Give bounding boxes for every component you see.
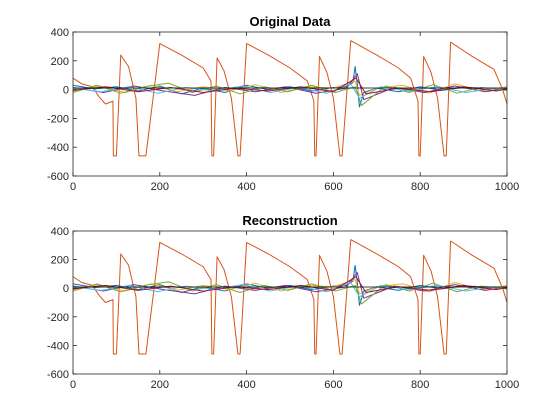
- y-tick-label: 200: [51, 255, 69, 267]
- y-tick-label: 400: [51, 226, 69, 238]
- x-tick-label: 200: [151, 379, 169, 391]
- plot-area: [73, 32, 507, 176]
- x-tick-label: 400: [237, 181, 255, 193]
- x-tick-label: 0: [70, 379, 76, 391]
- series-line-1: [72, 40, 508, 157]
- y-tick-label: -600: [47, 369, 69, 381]
- y-tick-label: -200: [47, 113, 69, 125]
- y-tick-label: -600: [47, 171, 69, 183]
- ticks-layer: 0 200 400 600 800 1000 400 200 0 -200 -400 -600: [47, 226, 519, 391]
- x-tick-label: 600: [324, 379, 342, 391]
- y-tick-label: 0: [63, 283, 69, 295]
- chart-title: Reconstruction: [242, 213, 337, 228]
- x-tick-label: 800: [411, 181, 429, 193]
- axes-box: [72, 31, 508, 177]
- x-tick-label: 400: [237, 379, 255, 391]
- y-tick-label: -400: [47, 340, 69, 352]
- x-tick-label: 600: [324, 181, 342, 193]
- plot-area: [73, 231, 507, 374]
- y-tick-label: -200: [47, 312, 69, 324]
- series-line-7: [72, 276, 508, 293]
- x-tick-label: 1000: [495, 379, 519, 391]
- series-line-5: [72, 82, 508, 106]
- series-line-2: [72, 66, 508, 108]
- series-line-6: [72, 281, 508, 298]
- y-tick-label: 200: [51, 56, 69, 68]
- x-tick-label: 0: [70, 181, 76, 193]
- series-line-2: [72, 264, 508, 306]
- subplot-reconstruction: 0 200 400 600 800 1000 400 200 0 -200 -400 -600 Rec…: [47, 213, 519, 391]
- x-tick-label: 1000: [495, 181, 519, 193]
- axes-box: [72, 230, 508, 375]
- x-tick-label: 200: [151, 181, 169, 193]
- x-tick-label: 800: [411, 379, 429, 391]
- chart-title: Original Data: [250, 14, 332, 29]
- series-line-7: [72, 77, 508, 95]
- y-tick-label: 0: [63, 85, 69, 97]
- ticks-layer: 0 200 400 600 800 1000 400 200 0 -200 -400 -600: [47, 27, 519, 193]
- y-tick-label: -400: [47, 142, 69, 154]
- y-tick-label: 400: [51, 27, 69, 39]
- series-line-1: [72, 239, 508, 355]
- subplot-original-data: 0 200 400 600 800 1000 400 200 0 -200 -400 -600 Ori…: [47, 14, 519, 193]
